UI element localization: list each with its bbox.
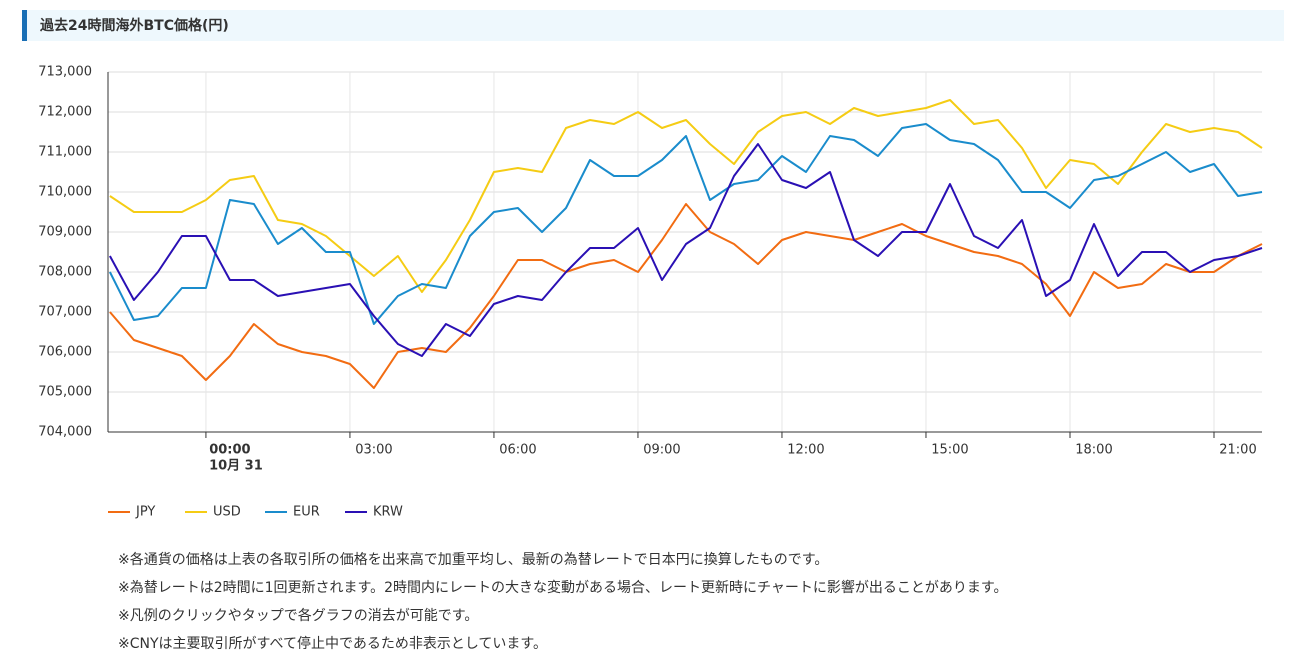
- x-tick-label: 03:00: [355, 443, 392, 458]
- legend-label: JPY: [135, 505, 155, 520]
- series: [109, 123, 1263, 325]
- x-tick-date: 10月 31: [209, 459, 263, 474]
- note: ※為替レートは2時間に1回更新されます。2時間内にレートの大きな変動がある場合、…: [118, 579, 1008, 596]
- y-tick-label: 706,000: [38, 345, 92, 360]
- header-bar: [22, 10, 1284, 41]
- y-tick-label: 709,000: [38, 225, 92, 240]
- y-tick-label: 708,000: [38, 265, 92, 280]
- x-tick-label: 06:00: [499, 443, 536, 458]
- series: [109, 143, 1263, 357]
- y-tick-label: 712,000: [38, 105, 92, 120]
- legend-item[interactable]: USD: [185, 505, 241, 520]
- legend-item[interactable]: JPY: [108, 505, 155, 520]
- legend-label: KRW: [373, 505, 403, 520]
- series-line: [109, 203, 1263, 389]
- x-tick-label: 09:00: [643, 443, 680, 458]
- y-tick-label: 707,000: [38, 305, 92, 320]
- legend-label: EUR: [293, 505, 320, 520]
- x-tick-label: 21:00: [1219, 443, 1256, 458]
- x-tick-label: 15:00: [931, 443, 968, 458]
- x-tick-label: 18:00: [1075, 443, 1112, 458]
- note: ※CNYは主要取引所がすべて停止中であるため非表示としています。: [118, 635, 547, 652]
- header-title: 過去24時間海外BTC価格(円): [39, 17, 229, 34]
- series-line: [109, 99, 1263, 293]
- series: [109, 203, 1263, 389]
- series-line: [109, 143, 1263, 357]
- series: [109, 99, 1263, 293]
- y-tick-label: 711,000: [38, 145, 92, 160]
- legend-item[interactable]: EUR: [265, 505, 320, 520]
- x-tick-label: 12:00: [787, 443, 824, 458]
- header-accent: [22, 10, 27, 41]
- y-tick-label: 713,000: [38, 65, 92, 80]
- y-tick-label: 705,000: [38, 385, 92, 400]
- series-line: [109, 123, 1263, 325]
- x-tick-label: 00:00: [209, 443, 250, 458]
- note: ※凡例のクリックやタップで各グラフの消去が可能です。: [118, 608, 478, 624]
- y-tick-label: 704,000: [38, 425, 92, 440]
- legend-item[interactable]: KRW: [345, 505, 403, 520]
- y-tick-label: 710,000: [38, 185, 92, 200]
- note: ※各通貨の価格は上表の各取引所の価格を出来高で加重平均し、最新の為替レートで日本…: [118, 551, 828, 568]
- legend-label: USD: [213, 505, 241, 520]
